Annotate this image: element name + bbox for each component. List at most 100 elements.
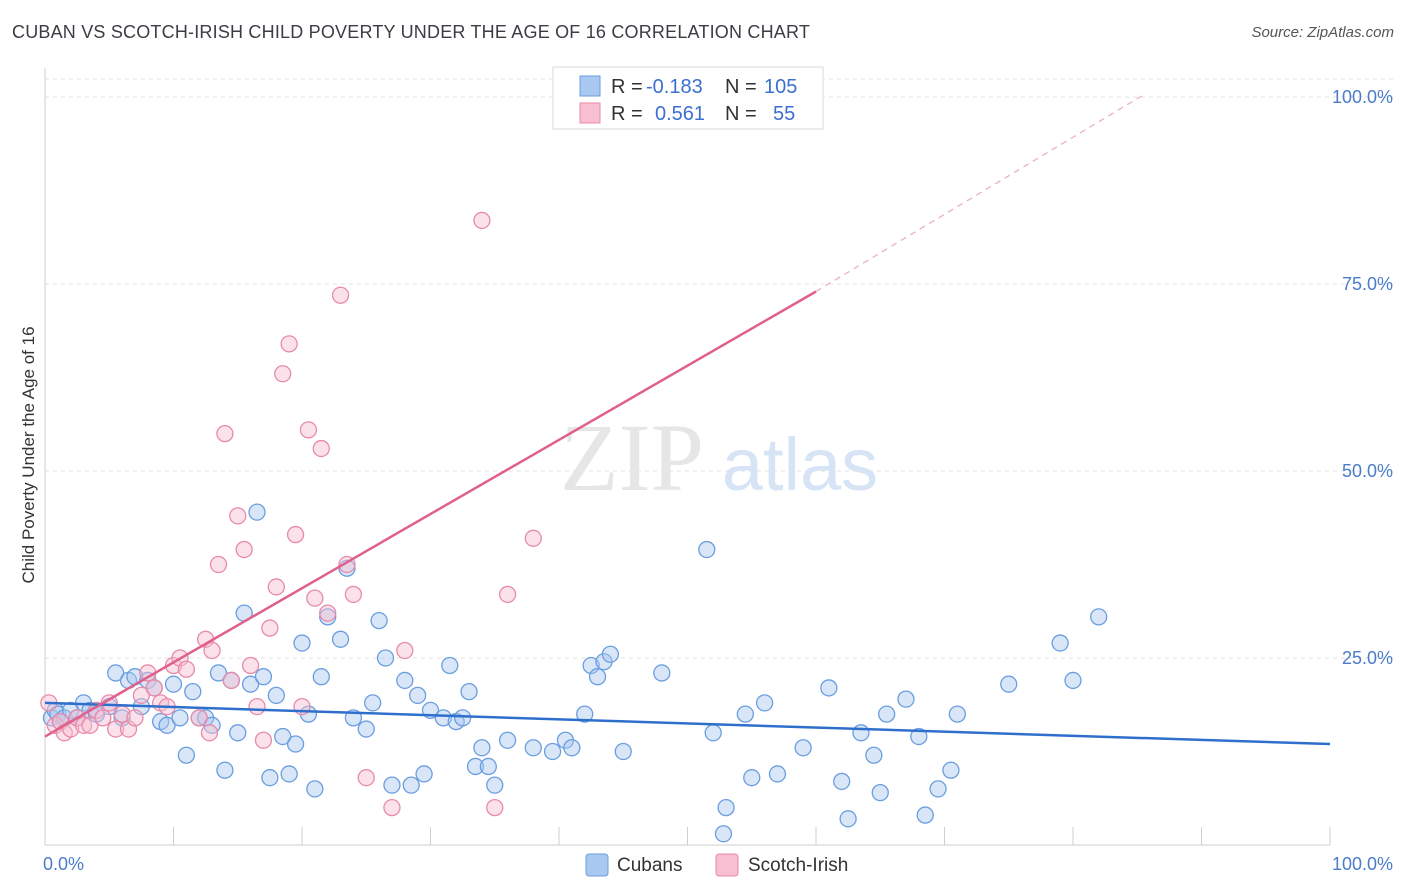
cubans-point: [171, 709, 189, 727]
legend-box: R = -0.183 N = 105 R = 0.561 N = 55: [552, 66, 824, 130]
legend-n-value-cubans: 105: [764, 76, 797, 98]
scotch-irish-point: [241, 656, 260, 675]
cubans-point: [357, 720, 375, 738]
scotch-irish-point: [222, 671, 240, 690]
scotch-irish-point: [203, 641, 221, 660]
cubans-point: [383, 776, 401, 794]
scotch-irish-trend-extension: [815, 93, 1146, 293]
cubans-point: [164, 675, 183, 693]
watermark-zip: ZIP: [560, 404, 704, 511]
scotch-irish-trend-line: [44, 290, 817, 738]
cubans-point: [286, 735, 305, 753]
cubans-point: [743, 769, 761, 787]
bottom-legend-swatch-cubans: [585, 853, 609, 877]
y-tick-label: 100.0%: [1332, 87, 1393, 107]
y-tick-labels: 25.0% 50.0% 75.0% 100.0%: [1332, 87, 1393, 668]
scotch-irish-point: [200, 724, 219, 742]
watermark: ZIP atlas: [560, 404, 878, 511]
cubans-point: [833, 772, 851, 791]
cubans-point: [852, 724, 870, 742]
scotch-irish-point: [190, 709, 208, 727]
cubans-point: [794, 739, 812, 757]
legend-n-label-scotch-irish: N =: [725, 103, 757, 125]
cubans-point: [897, 690, 915, 708]
scotch-irish-point: [74, 716, 93, 734]
grid-lines: [45, 78, 1395, 659]
cubans-point: [486, 776, 504, 794]
y-tick-label: 50.0%: [1342, 461, 1393, 481]
cubans-point: [916, 806, 934, 824]
legend-swatch-scotch-irish: [579, 102, 601, 124]
source-label: Source: ZipAtlas.com: [1251, 24, 1394, 41]
cubans-point: [158, 716, 176, 734]
cubans-point: [717, 798, 735, 817]
watermark-atlas: atlas: [722, 423, 878, 506]
legend-n-label-cubans: N =: [725, 76, 757, 98]
scotch-irish-point: [331, 286, 350, 304]
cubans-point: [736, 705, 754, 723]
cubans-point: [601, 645, 620, 663]
scotch-irish-point: [312, 439, 330, 458]
scotch-irish-point: [216, 424, 234, 443]
cubans-point: [177, 746, 196, 764]
cubans-point: [929, 780, 947, 798]
legend-r-value-scotch-irish: 0.561: [655, 103, 705, 125]
y-tick-label: 75.0%: [1342, 274, 1393, 294]
cubans-point: [839, 810, 857, 828]
scotch-irish-point: [132, 686, 151, 705]
cubans-point: [563, 739, 581, 757]
bottom-legend-label-cubans: Cubans: [617, 855, 683, 876]
scotch-irish-point: [274, 365, 292, 383]
scotch-irish-point: [498, 585, 517, 604]
axes: [44, 68, 1331, 846]
scotch-irish-point: [229, 507, 247, 525]
cubans-point: [698, 540, 716, 559]
cubans-point: [370, 611, 388, 630]
y-tick-label: 25.0%: [1342, 648, 1393, 668]
scotch-irish-point: [299, 421, 318, 439]
scotch-irish-point: [107, 720, 125, 738]
cubans-point: [948, 705, 966, 723]
y-axis-title: Child Poverty Under the Age of 16: [19, 326, 38, 583]
scotch-irish-point: [396, 641, 414, 660]
cubans-points: [42, 503, 1108, 843]
scotch-irish-point: [81, 716, 99, 734]
scotch-irish-point: [209, 555, 228, 574]
cubans-point: [714, 825, 733, 843]
cubans-point: [820, 679, 838, 697]
cubans-point: [576, 705, 594, 723]
cubans-point: [241, 675, 260, 693]
cubans-point: [261, 769, 279, 787]
bottom-legend: Cubans Scotch-Irish: [585, 853, 848, 877]
scotch-irish-point: [383, 798, 401, 817]
cubans-point: [248, 503, 266, 521]
cubans-point: [319, 608, 337, 626]
scotch-irish-point: [524, 529, 542, 547]
cubans-point: [653, 664, 671, 682]
cubans-point: [865, 746, 883, 764]
cubans-point: [878, 705, 896, 723]
cubans-point: [441, 656, 459, 675]
cubans-point: [274, 727, 292, 746]
cubans-point: [871, 783, 889, 802]
cubans-point: [614, 742, 632, 761]
scotch-irish-point: [267, 578, 285, 596]
scotch-irish-point: [248, 697, 266, 716]
scotch-irish-point: [94, 709, 112, 727]
legend-r-label-cubans: R =: [611, 76, 643, 98]
legend-r-label-scotch-irish: R =: [611, 103, 643, 125]
trend-lines: [44, 93, 1331, 746]
scotch-irish-point: [126, 709, 144, 727]
cubans-point: [254, 668, 273, 686]
bottom-legend-label-scotch-irish: Scotch-Irish: [748, 855, 848, 876]
scotch-irish-point: [145, 679, 163, 697]
cubans-point: [306, 780, 324, 798]
cubans-point: [216, 761, 234, 779]
legend-n-value-scotch-irish: 55: [773, 103, 795, 125]
x-tick-label-max: 100.0%: [1332, 854, 1393, 874]
cubans-point: [396, 671, 414, 690]
cubans-point: [768, 765, 787, 783]
cubans-point: [184, 683, 202, 701]
cubans-point: [312, 668, 330, 686]
